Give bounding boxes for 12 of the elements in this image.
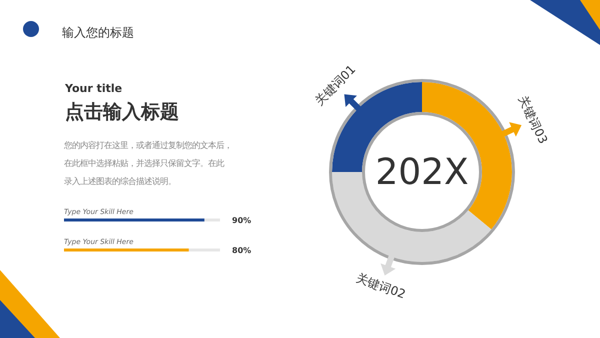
slice-label: 关键词01 <box>312 62 358 108</box>
text: 点击输入标题 <box>65 101 179 123</box>
data-label: 90% <box>232 216 252 225</box>
text: 202X <box>375 152 469 193</box>
text: 输入您的标题 <box>62 25 134 40</box>
text: Your title <box>64 82 122 95</box>
slice-label: 关键词03 <box>516 94 550 146</box>
data-label: 80% <box>232 246 252 255</box>
legend-label: 关键词02 <box>354 270 408 302</box>
text: 在此框中选择粘贴，并选择只保留文字。在此 <box>64 158 224 168</box>
text: 录入上述图表的综合描述说明。 <box>64 176 176 186</box>
text: 您的内容打在这里，或者通过复制您的文本后， <box>63 140 232 150</box>
